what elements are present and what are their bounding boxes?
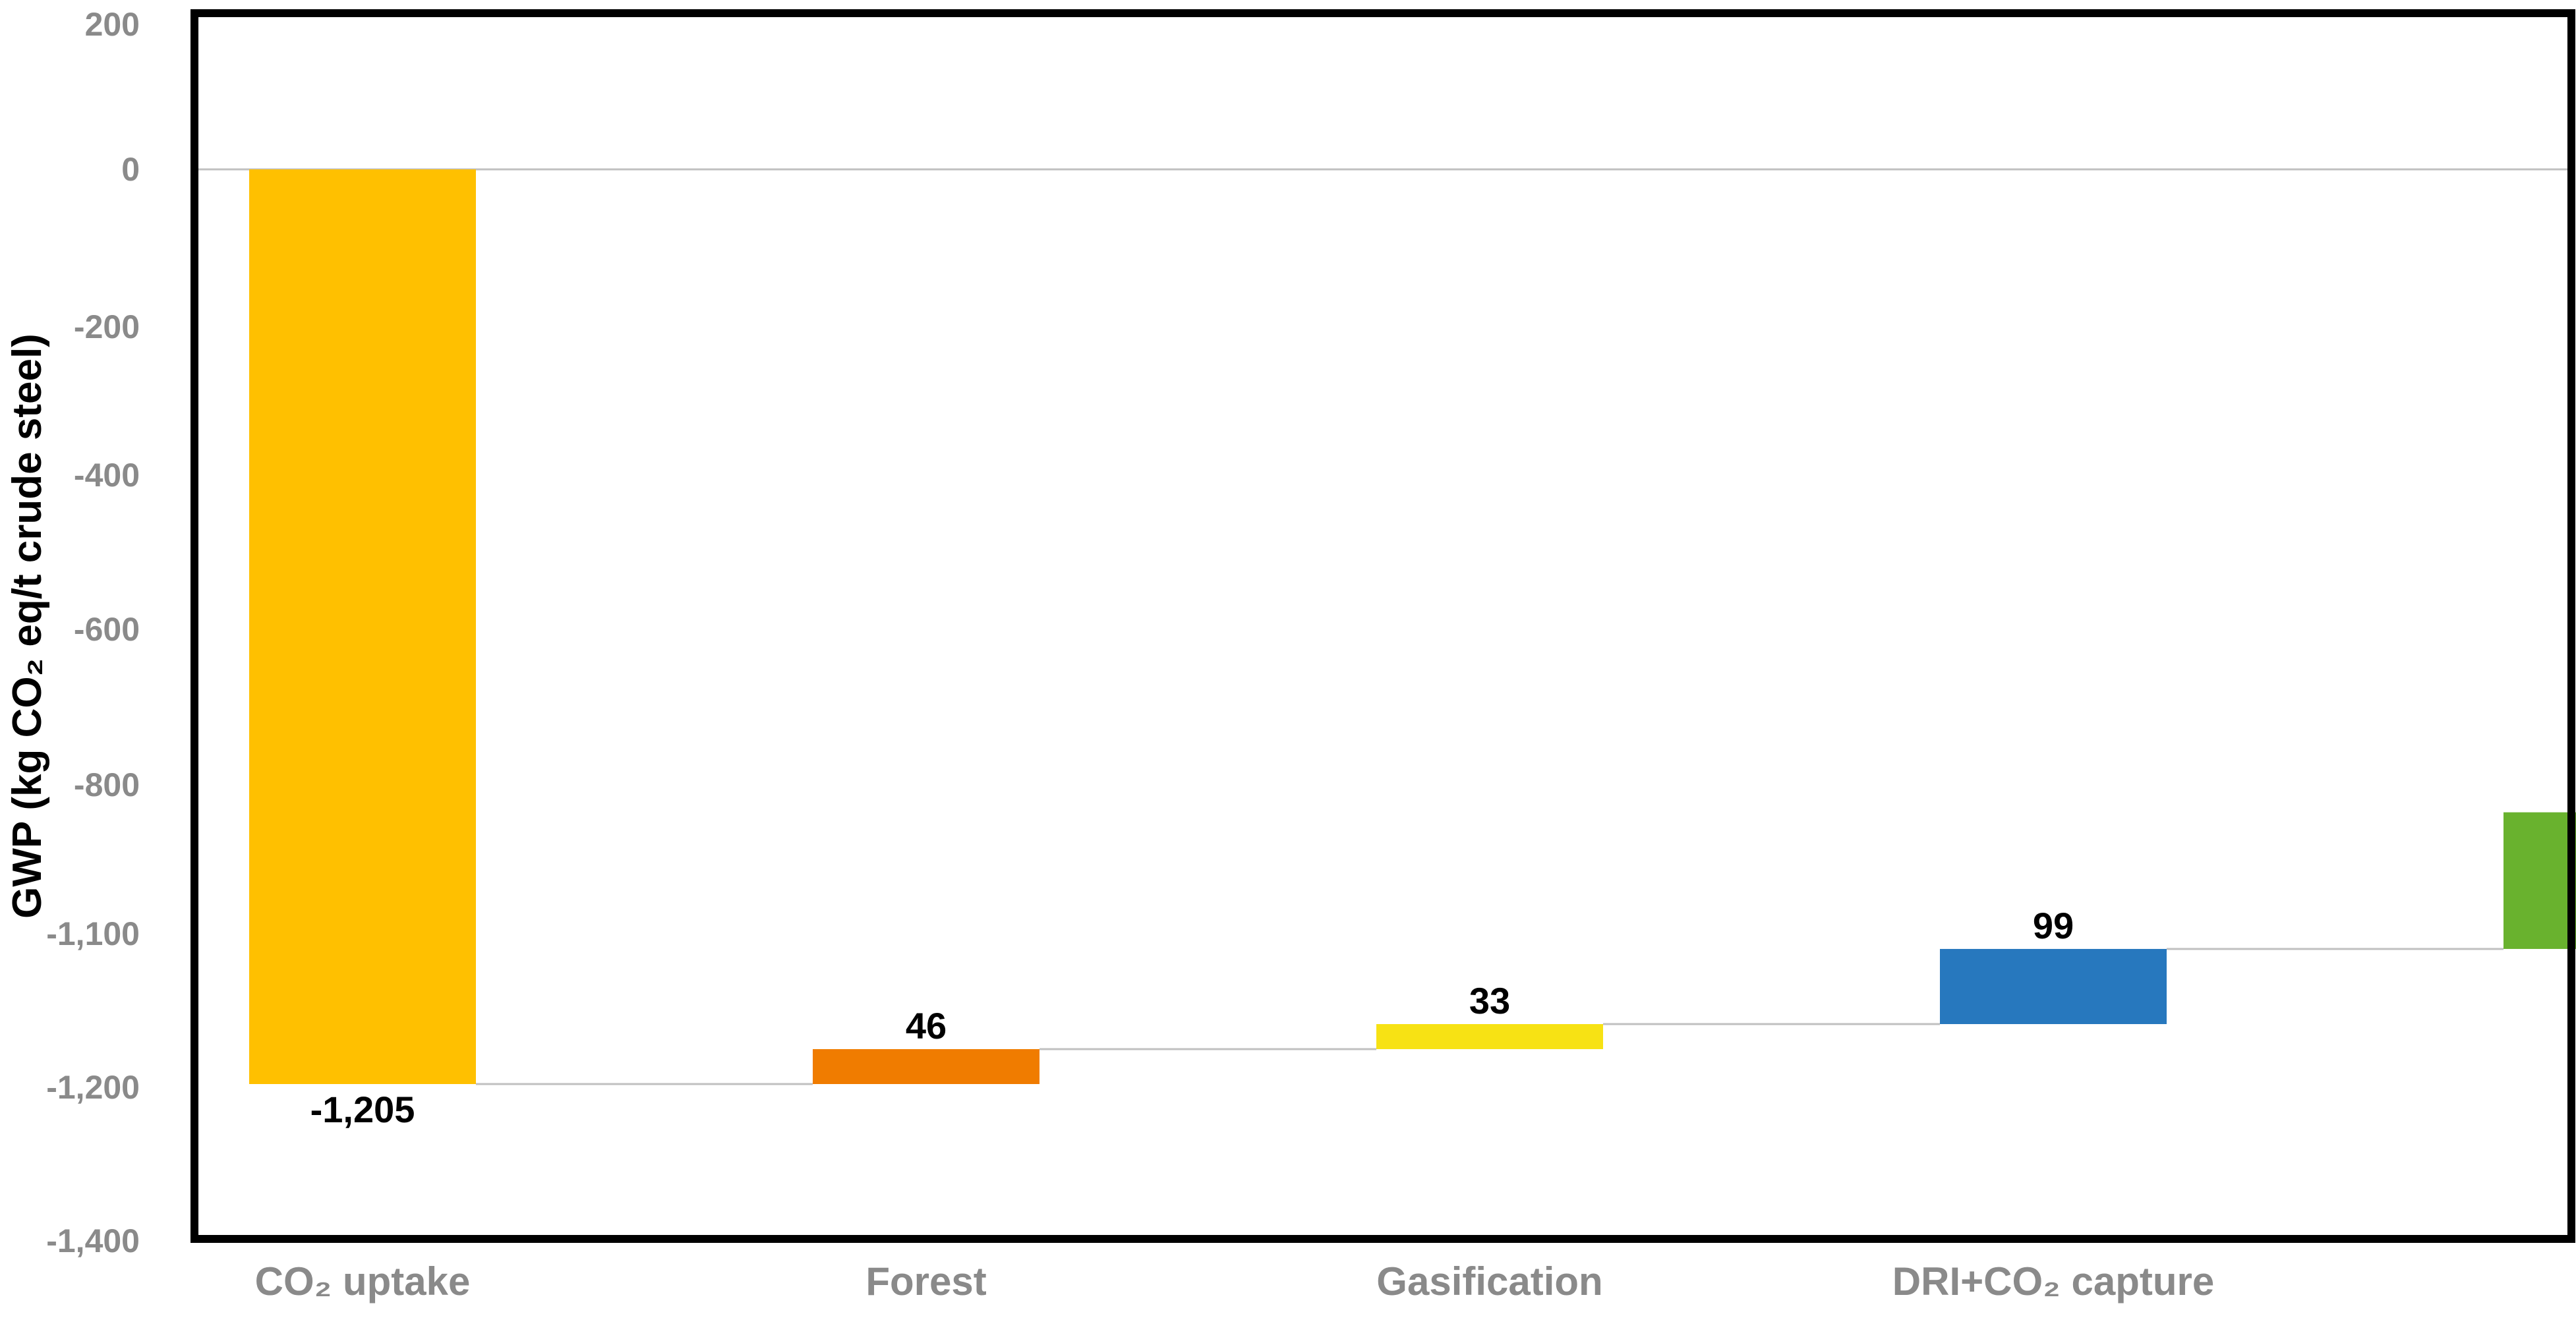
bar-3 xyxy=(1940,948,2167,1025)
y-axis-title: GWP (kg CO₂ eq/t crude steel) xyxy=(5,333,50,919)
y-tick-label: -200 xyxy=(74,308,140,345)
bar-4 xyxy=(2503,812,2576,949)
y-tick-label: -1,400 xyxy=(46,1222,140,1259)
data-label-1: 46 xyxy=(906,1005,947,1046)
plot-area xyxy=(198,168,2576,1085)
y-tick-label: -400 xyxy=(74,457,140,494)
y-tick-label: -1,100 xyxy=(46,915,140,952)
category-label-2: Gasification xyxy=(1376,1259,1602,1304)
plot-frame xyxy=(190,9,2575,1243)
bar-1 xyxy=(813,1049,1039,1084)
category-label-0: CO₂ uptake xyxy=(255,1259,471,1304)
y-tick-label: -600 xyxy=(74,611,140,648)
category-label-1: Forest xyxy=(865,1259,986,1304)
y-tick-label: 0 xyxy=(121,151,140,188)
y-tick-label: 200 xyxy=(85,6,140,43)
data-label-0: -1,205 xyxy=(310,1089,415,1130)
data-label-2: 33 xyxy=(1469,980,1510,1021)
y-tick-label: -800 xyxy=(74,766,140,803)
label-layer: 200 0 -200 -400 -600 -800 -1,100 -1,200 -1,400 -1… xyxy=(46,6,2214,1304)
category-label-3: DRI+CO₂ capture xyxy=(1892,1259,2214,1304)
data-label-3: 99 xyxy=(2033,905,2074,946)
bar-2 xyxy=(1376,1024,1603,1050)
y-tick-label: -1,200 xyxy=(46,1069,140,1106)
bar-0 xyxy=(249,169,476,1084)
